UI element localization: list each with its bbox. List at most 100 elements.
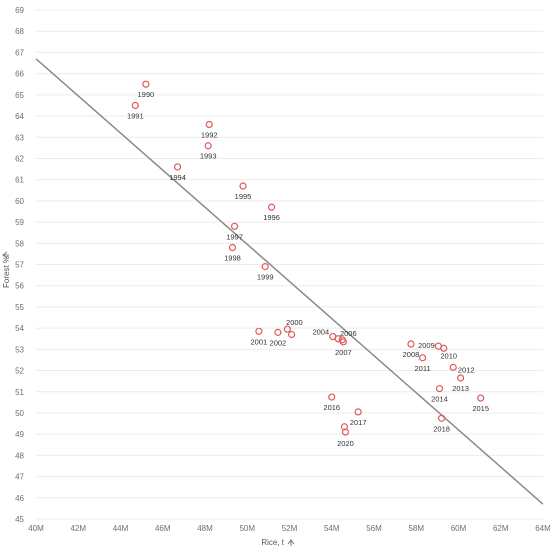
- y-tick-label: 53: [15, 345, 24, 354]
- gridlines: [36, 9, 543, 520]
- point-label: 2012: [458, 365, 475, 374]
- sort-icon[interactable]: [2, 251, 9, 259]
- y-tick-label: 63: [15, 133, 24, 142]
- y-tick-label: 47: [15, 473, 24, 482]
- point-label: 2002: [270, 338, 287, 347]
- point-label: 2004: [312, 328, 329, 337]
- point-label: 1999: [257, 273, 274, 282]
- y-tick-label: 55: [15, 303, 24, 312]
- y-axis-title-text: Forest %: [2, 256, 11, 288]
- data-point[interactable]: [440, 344, 448, 352]
- trend-line: [35, 58, 544, 505]
- x-tick-label: 54M: [324, 524, 340, 533]
- point-label: 2013: [452, 384, 469, 393]
- data-point[interactable]: [328, 393, 336, 401]
- data-point[interactable]: [267, 203, 276, 211]
- x-tick-label: 60M: [451, 524, 467, 533]
- data-point[interactable]: [274, 328, 282, 336]
- y-axis-title[interactable]: Forest %: [2, 251, 11, 288]
- data-point[interactable]: [173, 163, 182, 171]
- data-point[interactable]: [435, 384, 444, 393]
- y-tick-label: 69: [15, 6, 24, 15]
- y-tick-label: 49: [15, 430, 24, 439]
- y-axis-ticks: 45 46 47 48 49 50 51 52 53 54 55 56 57 58 59 60 61 62 63 64…: [15, 6, 24, 524]
- point-label: 2020: [337, 439, 354, 448]
- point-label: 1998: [224, 254, 241, 263]
- point-label: 1994: [169, 173, 186, 182]
- x-tick-label: 52M: [282, 524, 298, 533]
- y-tick-label: 61: [15, 176, 24, 185]
- point-label: 2018: [433, 424, 450, 433]
- x-tick-label: 42M: [70, 524, 86, 533]
- y-tick-label: 50: [15, 409, 24, 418]
- data-point[interactable]: [204, 142, 212, 150]
- x-axis-title-text: Rice, t: [261, 538, 284, 547]
- point-label: 1991: [127, 111, 144, 120]
- point-label: 2009: [418, 341, 435, 350]
- x-tick-label: 46M: [155, 524, 171, 533]
- data-point[interactable]: [457, 374, 465, 382]
- y-tick-label: 65: [15, 91, 24, 100]
- x-axis-title[interactable]: Rice, t: [261, 538, 295, 547]
- data-point[interactable]: [418, 354, 427, 362]
- y-tick-label: 67: [15, 48, 24, 57]
- data-point[interactable]: [339, 338, 347, 346]
- data-point[interactable]: [205, 120, 213, 129]
- data-point[interactable]: [341, 428, 350, 436]
- point-label: 2014: [431, 395, 448, 404]
- y-tick-label: 66: [15, 70, 24, 79]
- data-point[interactable]: [239, 182, 247, 190]
- x-tick-label: 48M: [197, 524, 213, 533]
- data-points: [131, 80, 485, 436]
- point-label: 1995: [235, 192, 252, 201]
- point-label: 1990: [138, 90, 155, 99]
- x-tick-label: 40M: [28, 524, 44, 533]
- data-point[interactable]: [354, 408, 362, 416]
- data-point[interactable]: [230, 222, 239, 230]
- data-point[interactable]: [449, 363, 457, 371]
- y-tick-label: 48: [15, 451, 24, 460]
- point-label: 2008: [403, 350, 420, 359]
- point-label: 2015: [472, 404, 489, 413]
- data-point[interactable]: [261, 263, 269, 271]
- point-label: 2000: [286, 318, 303, 327]
- point-label: 1992: [201, 131, 218, 140]
- data-point[interactable]: [228, 243, 237, 252]
- y-tick-label: 46: [15, 494, 24, 503]
- point-label: 2017: [350, 418, 367, 427]
- y-tick-label: 52: [15, 367, 24, 376]
- data-point[interactable]: [288, 330, 296, 339]
- data-point[interactable]: [477, 394, 485, 402]
- data-point[interactable]: [438, 414, 446, 422]
- data-point[interactable]: [407, 340, 415, 348]
- x-tick-label: 64M: [535, 524, 550, 533]
- y-tick-label: 59: [15, 218, 24, 227]
- data-point[interactable]: [142, 80, 150, 88]
- y-tick-label: 62: [15, 154, 24, 163]
- data-point[interactable]: [255, 327, 263, 335]
- point-label: 1996: [263, 213, 280, 222]
- sort-icon[interactable]: [287, 539, 295, 546]
- y-tick-label: 45: [15, 515, 24, 524]
- point-label: 2006: [340, 329, 357, 338]
- point-label: 2011: [415, 364, 431, 373]
- data-point[interactable]: [131, 101, 139, 110]
- point-label: 2001: [251, 337, 268, 346]
- point-labels: 1990 1991 1992 1993 1994 1995 1996 1997 1998 1999…: [127, 90, 489, 448]
- x-tick-label: 58M: [408, 524, 424, 533]
- point-label: 2007: [335, 348, 352, 357]
- data-point[interactable]: [283, 325, 291, 333]
- x-tick-label: 44M: [113, 524, 129, 533]
- x-tick-label: 62M: [493, 524, 509, 533]
- x-tick-label: 50M: [239, 524, 255, 533]
- point-label: 2010: [440, 351, 457, 360]
- data-point[interactable]: [334, 335, 342, 343]
- y-tick-label: 68: [15, 27, 24, 36]
- y-tick-label: 56: [15, 282, 24, 291]
- x-axis-ticks: 40M 42M 44M 46M 48M 50M 52M 54M 56M 58M 60M 62M 64M: [28, 524, 550, 533]
- y-tick-label: 58: [15, 239, 24, 248]
- y-tick-label: 54: [15, 324, 24, 333]
- x-tick-label: 56M: [366, 524, 382, 533]
- y-tick-label: 60: [15, 197, 24, 206]
